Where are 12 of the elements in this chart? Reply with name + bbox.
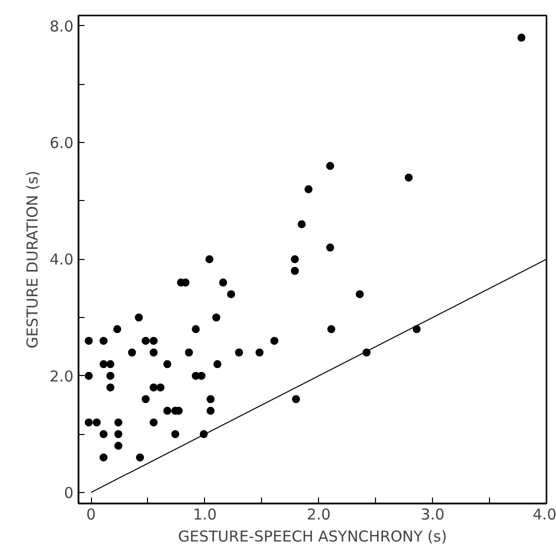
x-tick-label: 4.0 — [532, 506, 556, 524]
x-tick-label: 1.0 — [192, 506, 217, 524]
y-tick-label: 8.0 — [50, 17, 74, 36]
x-tick-label: 0 — [86, 506, 96, 524]
y-axis-title: GESTURE DURATION (s) — [24, 170, 42, 348]
x-tick-label: 2.0 — [306, 506, 331, 524]
y-tick-label: 2.0 — [50, 367, 74, 386]
x-axis-title: GESTURE-SPEECH ASYNCHRONY (s) — [178, 528, 447, 546]
y-tick-label: 6.0 — [50, 134, 74, 152]
y-tick-label: 4.0 — [50, 250, 74, 269]
x-tick-label: 3.0 — [420, 506, 445, 524]
y-tick-label: 0 — [64, 484, 74, 502]
